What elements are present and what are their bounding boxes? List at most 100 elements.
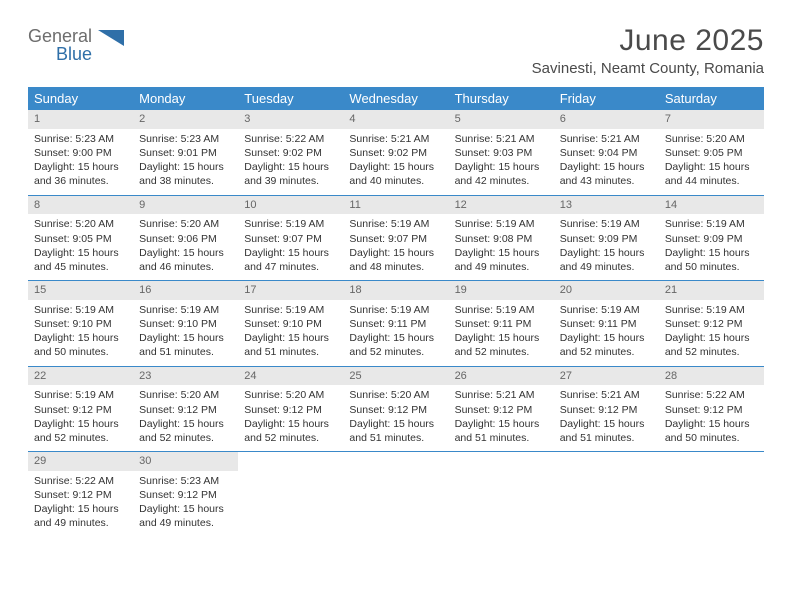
day-detail-cell: Sunrise: 5:23 AMSunset: 9:12 PMDaylight:… [133,471,238,537]
sunset-line: Sunset: 9:12 PM [455,403,548,417]
logo-text-general: General [28,26,92,46]
daylight-line: Daylight: 15 hours and 51 minutes. [349,417,442,445]
day-detail-cell: Sunrise: 5:19 AMSunset: 9:07 PMDaylight:… [238,214,343,280]
day-number-cell: 27 [554,366,659,385]
day-detail-cell [238,471,343,537]
daylight-line: Daylight: 15 hours and 42 minutes. [455,160,548,188]
sunset-line: Sunset: 9:12 PM [665,317,758,331]
sunrise-line: Sunrise: 5:21 AM [455,132,548,146]
day-number-cell: 23 [133,366,238,385]
sunrise-line: Sunrise: 5:20 AM [139,388,232,402]
day-detail-cell: Sunrise: 5:19 AMSunset: 9:10 PMDaylight:… [28,300,133,366]
day-detail-cell: Sunrise: 5:19 AMSunset: 9:12 PMDaylight:… [659,300,764,366]
day-detail-cell: Sunrise: 5:23 AMSunset: 9:01 PMDaylight:… [133,129,238,195]
weekday-header: Tuesday [238,87,343,110]
day-detail-cell: Sunrise: 5:19 AMSunset: 9:09 PMDaylight:… [659,214,764,280]
sunset-line: Sunset: 9:00 PM [34,146,127,160]
sunrise-line: Sunrise: 5:22 AM [244,132,337,146]
day-number-cell: 26 [449,366,554,385]
daylight-line: Daylight: 15 hours and 52 minutes. [34,417,127,445]
sunrise-line: Sunrise: 5:20 AM [349,388,442,402]
day-number-cell: 15 [28,281,133,300]
sunset-line: Sunset: 9:09 PM [560,232,653,246]
daylight-line: Daylight: 15 hours and 49 minutes. [560,246,653,274]
sunrise-line: Sunrise: 5:19 AM [349,303,442,317]
sunrise-line: Sunrise: 5:23 AM [139,132,232,146]
sunrise-line: Sunrise: 5:21 AM [349,132,442,146]
day-number-cell: 8 [28,195,133,214]
sunset-line: Sunset: 9:08 PM [455,232,548,246]
day-number-cell [449,452,554,471]
day-number-cell: 21 [659,281,764,300]
day-detail-cell: Sunrise: 5:21 AMSunset: 9:02 PMDaylight:… [343,129,448,195]
daylight-line: Daylight: 15 hours and 50 minutes. [665,246,758,274]
sunset-line: Sunset: 9:12 PM [349,403,442,417]
sunset-line: Sunset: 9:12 PM [34,488,127,502]
sunrise-line: Sunrise: 5:22 AM [34,474,127,488]
month-title: June 2025 [532,24,764,58]
sunset-line: Sunset: 9:12 PM [665,403,758,417]
day-number-cell: 20 [554,281,659,300]
day-number-cell [659,452,764,471]
day-number-cell: 25 [343,366,448,385]
day-detail-cell: Sunrise: 5:19 AMSunset: 9:10 PMDaylight:… [133,300,238,366]
sunrise-line: Sunrise: 5:23 AM [139,474,232,488]
sunrise-line: Sunrise: 5:23 AM [34,132,127,146]
daylight-line: Daylight: 15 hours and 36 minutes. [34,160,127,188]
sunset-line: Sunset: 9:05 PM [665,146,758,160]
location-subtitle: Savinesti, Neamt County, Romania [532,60,764,77]
sunrise-line: Sunrise: 5:20 AM [244,388,337,402]
daylight-line: Daylight: 15 hours and 50 minutes. [34,331,127,359]
daylight-line: Daylight: 15 hours and 46 minutes. [139,246,232,274]
weekday-header: Saturday [659,87,764,110]
logo-text-blue: Blue [56,44,92,64]
sunset-line: Sunset: 9:01 PM [139,146,232,160]
day-detail-cell [343,471,448,537]
sunset-line: Sunset: 9:06 PM [139,232,232,246]
daylight-line: Daylight: 15 hours and 49 minutes. [455,246,548,274]
daylight-line: Daylight: 15 hours and 39 minutes. [244,160,337,188]
day-detail-cell: Sunrise: 5:19 AMSunset: 9:10 PMDaylight:… [238,300,343,366]
day-number-cell: 12 [449,195,554,214]
day-number-row: 2930 [28,452,764,471]
day-detail-cell [449,471,554,537]
calendar-body: 1234567Sunrise: 5:23 AMSunset: 9:00 PMDa… [28,110,764,537]
sunrise-line: Sunrise: 5:19 AM [34,303,127,317]
day-detail-cell: Sunrise: 5:19 AMSunset: 9:11 PMDaylight:… [449,300,554,366]
sunset-line: Sunset: 9:02 PM [244,146,337,160]
day-detail-cell: Sunrise: 5:23 AMSunset: 9:00 PMDaylight:… [28,129,133,195]
day-detail-cell: Sunrise: 5:19 AMSunset: 9:08 PMDaylight:… [449,214,554,280]
day-detail-cell: Sunrise: 5:20 AMSunset: 9:05 PMDaylight:… [659,129,764,195]
day-detail-cell: Sunrise: 5:21 AMSunset: 9:03 PMDaylight:… [449,129,554,195]
weekday-header: Thursday [449,87,554,110]
day-number-row: 891011121314 [28,195,764,214]
daylight-line: Daylight: 15 hours and 47 minutes. [244,246,337,274]
sunrise-line: Sunrise: 5:19 AM [244,303,337,317]
daylight-line: Daylight: 15 hours and 51 minutes. [560,417,653,445]
sunrise-line: Sunrise: 5:19 AM [665,217,758,231]
sunrise-line: Sunrise: 5:21 AM [560,388,653,402]
page-header: General Blue June 2025 Savinesti, Neamt … [28,24,764,77]
calendar-table: SundayMondayTuesdayWednesdayThursdayFrid… [28,87,764,537]
day-number-row: 1234567 [28,110,764,129]
sunrise-line: Sunrise: 5:19 AM [244,217,337,231]
day-detail-cell: Sunrise: 5:20 AMSunset: 9:06 PMDaylight:… [133,214,238,280]
sunset-line: Sunset: 9:09 PM [665,232,758,246]
sunset-line: Sunset: 9:12 PM [34,403,127,417]
day-detail-row: Sunrise: 5:19 AMSunset: 9:12 PMDaylight:… [28,385,764,451]
daylight-line: Daylight: 15 hours and 38 minutes. [139,160,232,188]
day-detail-cell: Sunrise: 5:21 AMSunset: 9:12 PMDaylight:… [449,385,554,451]
sunrise-line: Sunrise: 5:20 AM [139,217,232,231]
daylight-line: Daylight: 15 hours and 52 minutes. [349,331,442,359]
daylight-line: Daylight: 15 hours and 52 minutes. [455,331,548,359]
sunrise-line: Sunrise: 5:20 AM [34,217,127,231]
day-number-cell: 1 [28,110,133,129]
day-number-row: 15161718192021 [28,281,764,300]
day-detail-cell: Sunrise: 5:22 AMSunset: 9:02 PMDaylight:… [238,129,343,195]
sunset-line: Sunset: 9:11 PM [349,317,442,331]
sunset-line: Sunset: 9:12 PM [244,403,337,417]
sunrise-line: Sunrise: 5:20 AM [665,132,758,146]
sunrise-line: Sunrise: 5:19 AM [34,388,127,402]
weekday-header: Friday [554,87,659,110]
weekday-header: Sunday [28,87,133,110]
